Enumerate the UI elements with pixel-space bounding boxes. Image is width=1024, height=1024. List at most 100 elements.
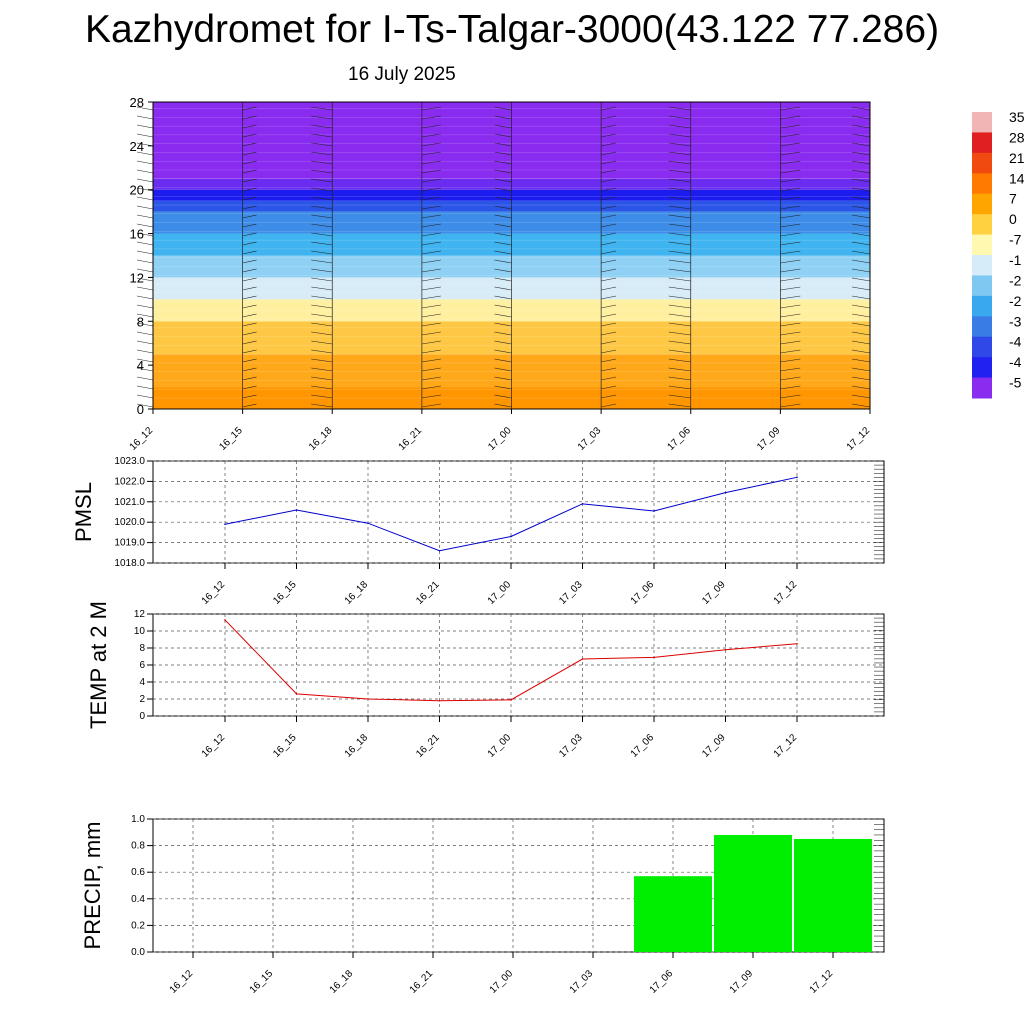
wind-barb (494, 196, 512, 201)
wind-barb (242, 268, 257, 273)
wind-barb (136, 106, 154, 111)
wind-barb (851, 322, 871, 327)
wind-barb (668, 205, 691, 210)
colorbar-swatch (972, 132, 992, 154)
wind-barb (780, 160, 801, 165)
wind-barb (494, 205, 512, 210)
wind-barb (311, 196, 333, 201)
wind-barb (136, 394, 154, 399)
colorbar-swatch (972, 173, 992, 195)
wind-barb (136, 133, 154, 138)
wind-barb (601, 385, 617, 390)
wind-barb (311, 277, 333, 282)
wind-barb (851, 385, 871, 390)
wind-barb (851, 313, 871, 318)
x-tick-label: 17_12 (772, 732, 800, 760)
wind-barb (851, 196, 871, 201)
wind-barb (421, 160, 441, 165)
y-tick-label: 0.4 (131, 894, 145, 905)
wind-barb (311, 376, 333, 381)
wind-barb (668, 295, 691, 300)
wind-barb (136, 268, 154, 273)
wind-barb (668, 331, 691, 336)
wind-barb (780, 106, 801, 111)
wind-barb (421, 115, 441, 120)
wind-barb (136, 259, 154, 264)
x-tick-label: 16_15 (271, 732, 299, 760)
wind-barb (851, 223, 871, 228)
wind-barb (494, 385, 512, 390)
wind-barb (780, 205, 801, 210)
x-tick-label: 16_12 (200, 732, 228, 760)
wind-barb (780, 259, 801, 264)
wind-barb (851, 178, 871, 183)
wind-barb (780, 358, 801, 363)
wind-barb (421, 286, 441, 291)
wind-barb (494, 367, 512, 372)
x-tick-label: 16_21 (408, 968, 436, 996)
colorbar-swatch (972, 112, 992, 133)
wind-barb (242, 115, 257, 120)
wind-barb (311, 322, 333, 327)
y-tick-label: 1018.0 (114, 558, 145, 569)
wind-barb (242, 160, 257, 165)
wind-barb (421, 124, 441, 129)
y-tick-label: 2 (139, 694, 145, 705)
x-tick-label: 17_00 (488, 968, 516, 996)
wind-barb (601, 403, 617, 408)
wind-barb (242, 142, 257, 147)
wind-barb (136, 403, 154, 408)
wind-barb (668, 115, 691, 120)
wind-barb (242, 358, 257, 363)
wind-barb (136, 178, 154, 183)
wind-barb (668, 151, 691, 156)
wind-barb (851, 142, 871, 147)
wind-barb (311, 178, 333, 183)
wind-barb (780, 394, 801, 399)
wind-barb (601, 169, 617, 174)
wind-barb (421, 358, 441, 363)
x-tick-label: 17_00 (486, 579, 514, 607)
wind-barb (601, 241, 617, 246)
wind-barb (136, 115, 154, 120)
wind-barb (494, 268, 512, 273)
x-tick-label: 17_12 (845, 425, 873, 453)
wind-barb (780, 214, 801, 219)
wind-barb (311, 349, 333, 354)
wind-barb (851, 340, 871, 345)
wind-barb (601, 142, 617, 147)
wind-barb (311, 250, 333, 255)
wind-barb (242, 349, 257, 354)
colorbar-label: -3 (1009, 313, 1022, 329)
wind-barb (780, 142, 801, 147)
wind-barb (601, 367, 617, 372)
wind-barb (136, 223, 154, 228)
y-tick-label: 0 (139, 711, 145, 722)
data-point (438, 549, 441, 552)
wind-barb (311, 313, 333, 318)
wind-barb (242, 259, 257, 264)
wind-barb (601, 223, 617, 228)
wind-barb (601, 295, 617, 300)
colorbar-label: 0 (1009, 211, 1017, 227)
wind-barb (136, 385, 154, 390)
wind-barb (780, 133, 801, 138)
wind-barb (494, 286, 512, 291)
wind-barb (851, 376, 871, 381)
wind-barb (601, 250, 617, 255)
wind-barb (851, 259, 871, 264)
x-tick-label: 16_12 (168, 968, 196, 996)
wind-barb (668, 178, 691, 183)
y-tick-label: 4 (139, 677, 145, 688)
wind-barb (242, 250, 257, 255)
wind-barb (851, 187, 871, 192)
wind-barb (421, 142, 441, 147)
wind-barb (851, 331, 871, 336)
wind-barb (851, 394, 871, 399)
wind-barb (421, 196, 441, 201)
wind-barb (136, 358, 154, 363)
wind-barb (668, 187, 691, 192)
wind-barb (851, 295, 871, 300)
data-point (438, 699, 441, 702)
wind-barb (311, 160, 333, 165)
